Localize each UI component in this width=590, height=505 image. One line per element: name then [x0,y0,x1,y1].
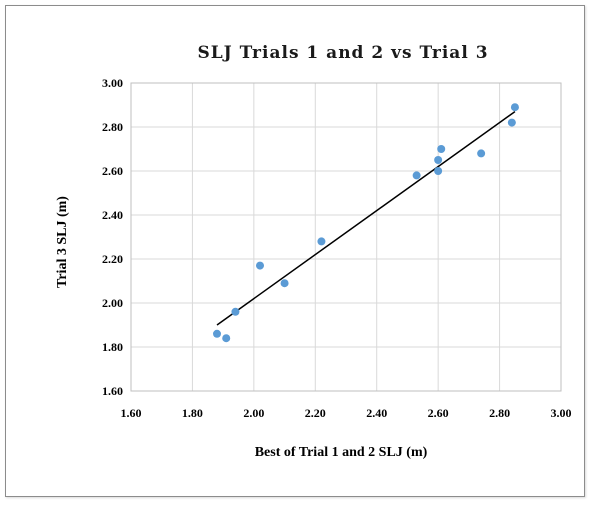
x-tick-label: 2.20 [305,406,326,420]
data-point [507,118,516,127]
x-tick-label: 1.80 [182,406,203,420]
x-axis-title: Best of Trial 1 and 2 SLJ (m) [255,445,428,460]
y-tick-label: 2.00 [102,296,123,310]
plot-area [130,82,562,392]
chart-title: SLJ Trials 1 and 2 vs Trial 3 [197,43,488,63]
trendline [216,110,516,326]
data-point [280,279,289,288]
data-point [477,149,486,158]
x-tick-label: 2.60 [428,406,449,420]
x-tick-label: 2.00 [243,406,264,420]
scatter-chart: SLJ Trials 1 and 2 vs Trial 3 1.60 1.80 2.… [55,43,572,460]
x-tick-label: 2.40 [366,406,387,420]
data-point [222,334,231,343]
gridlines [130,82,562,392]
data-point [510,103,519,112]
data-point [317,237,326,246]
y-tick-label: 1.60 [102,384,123,398]
x-tick-label: 2.80 [489,406,510,420]
chart-frame: SLJ Trials 1 and 2 vs Trial 3 1.60 1.80 2.… [5,5,585,497]
data-point [231,307,240,316]
data-point [412,171,421,180]
x-tick-label: 3.00 [551,406,572,420]
trendline-layer [216,110,516,326]
y-tick-label: 1.80 [102,340,123,354]
y-axis-title: Trial 3 SLJ (m) [55,196,70,288]
y-tick-label: 2.80 [102,120,123,134]
data-point [434,156,443,164]
data-point [434,167,443,175]
data-point [213,329,221,338]
data-points [213,103,519,343]
x-tick-label: 1.60 [121,406,142,420]
y-tick-label: 2.20 [102,252,123,266]
y-tick-label: 2.60 [102,164,123,178]
data-point [256,261,264,270]
data-point [437,145,446,153]
tick-labels: 1.60 1.80 2.00 2.20 2.40 2.60 2.80 3.00 1.60 1.80… [102,76,572,420]
y-tick-label: 2.40 [102,208,123,222]
y-tick-label: 3.00 [102,76,123,90]
